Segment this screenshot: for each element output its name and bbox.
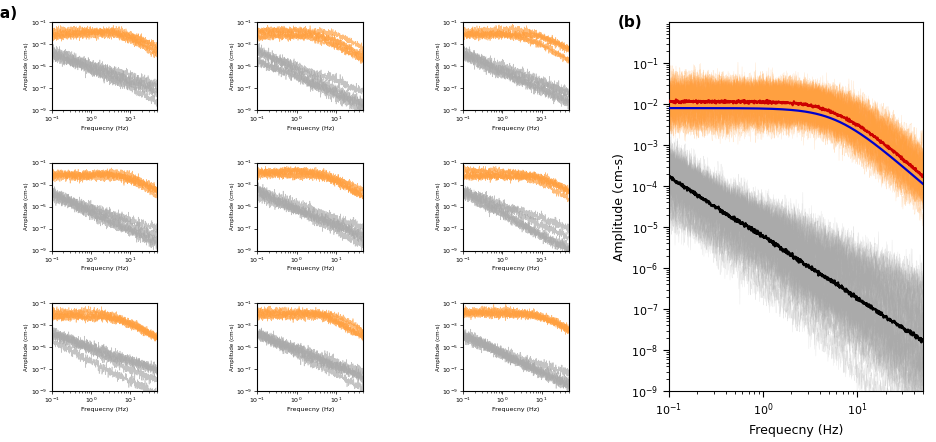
- Y-axis label: Amplitude (cm-s): Amplitude (cm-s): [612, 152, 625, 261]
- Y-axis label: Amplitude (cm-s): Amplitude (cm-s): [24, 324, 29, 371]
- Y-axis label: Amplitude (cm-s): Amplitude (cm-s): [24, 42, 29, 90]
- X-axis label: Frequecny (Hz): Frequecny (Hz): [286, 266, 333, 271]
- X-axis label: Frequecny (Hz): Frequecny (Hz): [491, 266, 539, 271]
- X-axis label: Frequecny (Hz): Frequecny (Hz): [286, 126, 333, 130]
- X-axis label: Frequecny (Hz): Frequecny (Hz): [491, 126, 539, 130]
- X-axis label: Frequecny (Hz): Frequecny (Hz): [286, 407, 333, 412]
- Y-axis label: Amplitude (cm-s): Amplitude (cm-s): [229, 183, 235, 230]
- X-axis label: Frequecny (Hz): Frequecny (Hz): [491, 407, 539, 412]
- X-axis label: Frequecny (Hz): Frequecny (Hz): [748, 424, 842, 437]
- Y-axis label: Amplitude (cm-s): Amplitude (cm-s): [435, 183, 440, 230]
- X-axis label: Frequecny (Hz): Frequecny (Hz): [80, 266, 128, 271]
- X-axis label: Frequecny (Hz): Frequecny (Hz): [80, 407, 128, 412]
- Text: (b): (b): [618, 15, 642, 30]
- Y-axis label: Amplitude (cm-s): Amplitude (cm-s): [229, 324, 235, 371]
- Y-axis label: Amplitude (cm-s): Amplitude (cm-s): [229, 42, 235, 90]
- Y-axis label: Amplitude (cm-s): Amplitude (cm-s): [435, 324, 440, 371]
- X-axis label: Frequecny (Hz): Frequecny (Hz): [80, 126, 128, 130]
- Text: (a): (a): [0, 6, 18, 21]
- Y-axis label: Amplitude (cm-s): Amplitude (cm-s): [435, 42, 440, 90]
- Y-axis label: Amplitude (cm-s): Amplitude (cm-s): [24, 183, 29, 230]
